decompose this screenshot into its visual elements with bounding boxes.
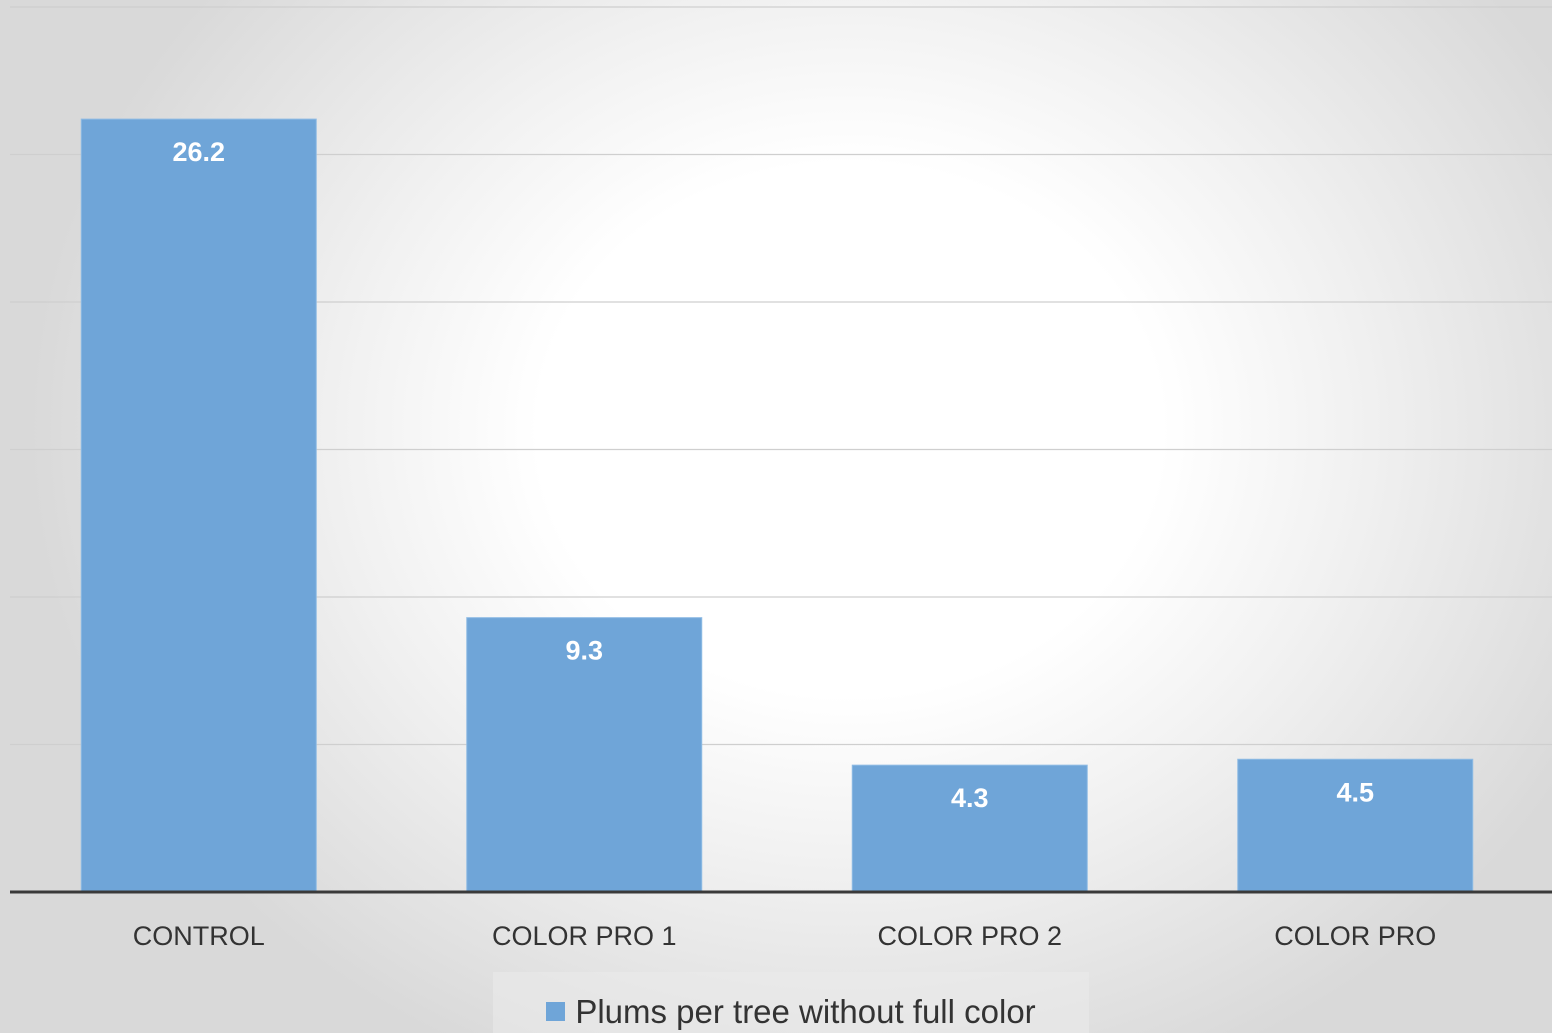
data-label: 4.5: [1336, 777, 1374, 807]
data-label: 9.3: [565, 636, 603, 666]
x-tick-label: COLOR PRO 1: [492, 921, 677, 951]
data-label: 4.3: [951, 783, 989, 813]
legend-label: Plums per tree without full color: [575, 992, 1036, 1030]
data-label: 26.2: [172, 137, 225, 167]
x-tick-label: COLOR PRO 2: [877, 921, 1062, 951]
bar-control: [80, 118, 317, 893]
legend-swatch: [546, 1002, 566, 1021]
bar-color-pro-2: [851, 764, 1088, 893]
bar-color-pro: [1237, 758, 1474, 893]
legend: Plums per tree without full color: [493, 972, 1089, 1033]
bars: [80, 118, 1474, 893]
bar-color-pro-1: [466, 617, 703, 893]
x-tick-label: CONTROL: [133, 921, 265, 951]
x-tick-labels: CONTROL COLOR PRO 1 COLOR PRO 2 COLOR PRO: [133, 921, 1437, 951]
x-tick-label: COLOR PRO: [1274, 921, 1436, 951]
data-labels: 26.2 9.3 4.3 4.5: [172, 137, 1374, 813]
